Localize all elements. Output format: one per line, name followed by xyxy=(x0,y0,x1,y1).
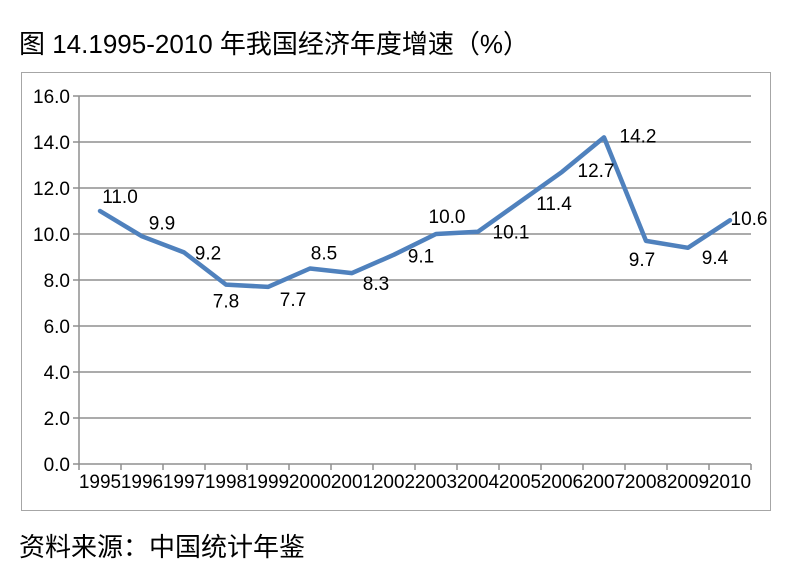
y-tick-label: 10.0 xyxy=(33,225,70,246)
x-tick-label: 2004 xyxy=(457,472,500,493)
x-tick-label: 2000 xyxy=(289,472,331,493)
data-point-label: 10.1 xyxy=(493,223,530,244)
y-tick-label: 6.0 xyxy=(44,317,70,338)
data-point-label: 11.4 xyxy=(536,194,572,215)
data-point-label: 8.3 xyxy=(363,274,389,295)
x-tick-label: 2001 xyxy=(331,472,373,493)
source-note: 资料来源：中国统计年鉴 xyxy=(19,532,306,562)
x-tick-label: 2005 xyxy=(499,472,541,493)
x-tick-label: 2009 xyxy=(667,472,709,493)
x-tick-label: 1998 xyxy=(205,472,247,493)
y-tick-label: 12.0 xyxy=(33,179,70,200)
y-tick-label: 4.0 xyxy=(44,363,70,384)
data-point-label: 9.2 xyxy=(195,243,221,264)
data-point-label: 9.1 xyxy=(408,247,434,268)
data-point-label: 7.7 xyxy=(280,290,306,311)
y-tick-label: 2.0 xyxy=(44,409,70,430)
data-point-label: 9.4 xyxy=(702,248,729,269)
data-point-label: 14.2 xyxy=(620,126,657,147)
data-point-label: 9.9 xyxy=(149,213,175,234)
x-tick-label: 1996 xyxy=(121,472,163,493)
x-tick-label: 2002 xyxy=(373,472,415,493)
y-tick-label: 16.0 xyxy=(33,87,70,108)
x-tick-label: 2006 xyxy=(541,472,583,493)
chart-frame: 0.0 2.0 4.0 6.0 8.0 10.0 12.0 14.0 16.0 1995 1996 1… xyxy=(21,72,771,511)
x-tick-label: 1999 xyxy=(247,472,289,493)
y-tick-label: 8.0 xyxy=(44,271,70,292)
x-tick-label: 1997 xyxy=(163,472,205,493)
data-point-label: 7.8 xyxy=(213,292,239,313)
y-tick-label: 14.0 xyxy=(33,133,70,154)
x-tick-label: 2003 xyxy=(415,472,457,493)
data-series-line xyxy=(97,135,733,290)
x-tick-label: 1995 xyxy=(79,472,121,493)
x-tick-label: 2010 xyxy=(709,472,751,493)
x-tick-label: 2007 xyxy=(583,472,625,493)
x-tick-label: 2008 xyxy=(625,472,667,493)
data-point-label: 10.0 xyxy=(429,207,466,228)
data-point-label: 12.7 xyxy=(578,161,615,182)
data-point-label: 8.5 xyxy=(311,244,337,265)
chart-title: 图 14.1995-2010 年我国经济年度增速（%） xyxy=(19,29,530,59)
data-point-label: 9.7 xyxy=(629,250,655,271)
data-point-label: 10.6 xyxy=(731,209,768,230)
y-tick-label: 0.0 xyxy=(44,455,70,476)
data-point-label: 11.0 xyxy=(102,187,138,208)
